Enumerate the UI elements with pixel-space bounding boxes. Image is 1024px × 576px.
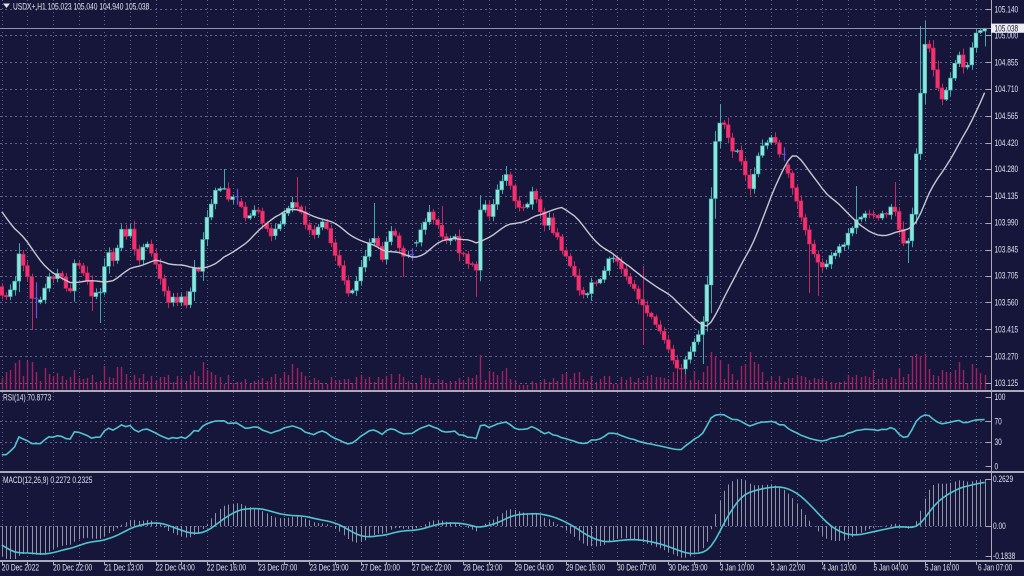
svg-text:0.00: 0.00 <box>993 521 1006 531</box>
svg-text:3 Jan 22:00: 3 Jan 22:00 <box>771 563 805 573</box>
svg-text:-0.1838: -0.1838 <box>993 551 1015 561</box>
svg-text:20 Dec 2022: 20 Dec 2022 <box>2 563 39 573</box>
svg-text:4 Jan 13:00: 4 Jan 13:00 <box>822 563 856 573</box>
svg-text:104.855: 104.855 <box>995 57 1019 67</box>
svg-text:103.125: 103.125 <box>995 378 1019 388</box>
svg-text:104.710: 104.710 <box>995 84 1019 94</box>
svg-text:103.270: 103.270 <box>995 351 1019 361</box>
svg-text:30 Dec 07:00: 30 Dec 07:00 <box>617 563 656 573</box>
svg-text:103.845: 103.845 <box>995 245 1019 255</box>
svg-text:29 Dec 16:00: 29 Dec 16:00 <box>566 563 605 573</box>
svg-text:27 Dec 22:00: 27 Dec 22:00 <box>412 563 451 573</box>
svg-text:6 Jan 07:00: 6 Jan 07:00 <box>978 563 1012 573</box>
svg-text:20 Dec 22:00: 20 Dec 22:00 <box>53 563 92 573</box>
svg-text:USDX+,H1 105.023 105.040 104.: USDX+,H1 105.023 105.040 104.940 105.038 <box>13 2 149 12</box>
svg-text:0: 0 <box>995 462 999 472</box>
svg-text:104.565: 104.565 <box>995 111 1019 121</box>
svg-text:100: 100 <box>995 392 1006 402</box>
svg-text:104.280: 104.280 <box>995 164 1019 174</box>
svg-text:23 Dec 07:00: 23 Dec 07:00 <box>258 563 297 573</box>
svg-text:70: 70 <box>995 416 1002 426</box>
svg-text:105.000: 105.000 <box>995 30 1019 40</box>
svg-text:22 Dec 04:00: 22 Dec 04:00 <box>156 563 195 573</box>
svg-text:5 Jan 16:00: 5 Jan 16:00 <box>925 563 959 573</box>
svg-text:103.990: 103.990 <box>995 218 1019 228</box>
svg-text:3 Jan 10:00: 3 Jan 10:00 <box>720 563 754 573</box>
svg-text:0.2629: 0.2629 <box>993 474 1013 484</box>
svg-text:104.135: 104.135 <box>995 191 1019 201</box>
svg-text:21 Dec 13:00: 21 Dec 13:00 <box>104 563 143 573</box>
svg-text:22 Dec 16:00: 22 Dec 16:00 <box>207 563 246 573</box>
svg-text:MACD(12,26,9) 0.2272 0.2325: MACD(12,26,9) 0.2272 0.2325 <box>3 475 92 485</box>
svg-text:103.705: 103.705 <box>995 271 1019 281</box>
svg-text:23 Dec 19:00: 23 Dec 19:00 <box>309 563 348 573</box>
svg-text:30 Dec 19:00: 30 Dec 19:00 <box>668 563 707 573</box>
svg-text:103.560: 103.560 <box>995 297 1019 307</box>
svg-text:27 Dec 10:00: 27 Dec 10:00 <box>361 563 400 573</box>
svg-text:30: 30 <box>995 437 1002 447</box>
svg-text:103.415: 103.415 <box>995 324 1019 334</box>
svg-text:105.140: 105.140 <box>995 4 1019 14</box>
svg-text:104.420: 104.420 <box>995 138 1019 148</box>
svg-text:5 Jan 04:00: 5 Jan 04:00 <box>874 563 908 573</box>
svg-text:28 Dec 13:00: 28 Dec 13:00 <box>463 563 502 573</box>
svg-text:105.038: 105.038 <box>995 23 1019 33</box>
svg-text:RSI(14) 70.8773: RSI(14) 70.8773 <box>3 393 51 403</box>
svg-text:29 Dec 04:00: 29 Dec 04:00 <box>515 563 554 573</box>
